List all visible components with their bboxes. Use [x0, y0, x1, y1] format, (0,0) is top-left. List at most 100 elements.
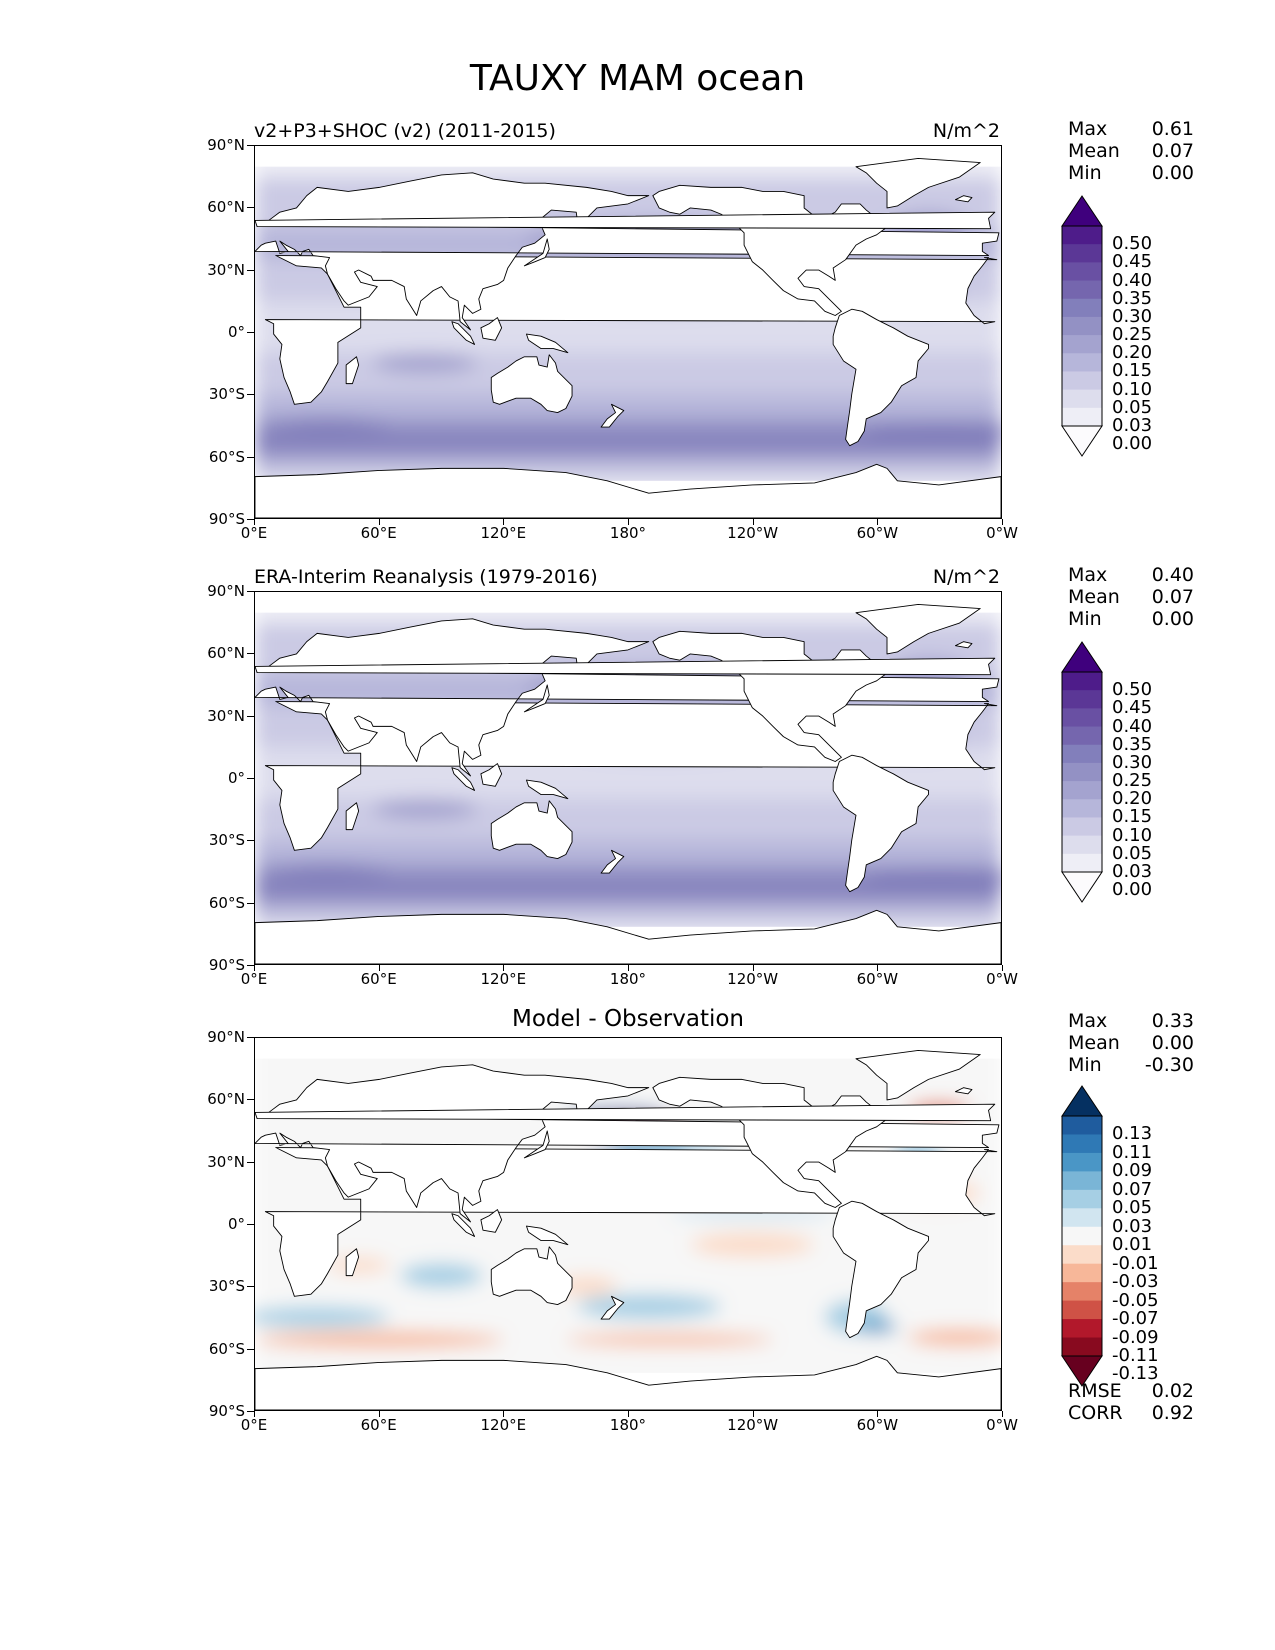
- colorbar-tick-label: 0.05: [1112, 1197, 1153, 1219]
- x-tick-label: 60°W: [856, 1416, 899, 1434]
- x-tick-mark: [1002, 1411, 1003, 1417]
- y-tick-mark: [247, 394, 254, 396]
- colorbar-tick-label: 0.45: [1112, 697, 1153, 719]
- stat-row: Max 0.33: [1068, 1010, 1194, 1032]
- y-tick-label: 90°N: [207, 582, 245, 600]
- y-tick-label: 30°S: [208, 385, 245, 404]
- x-tick-label: 60°W: [856, 524, 899, 542]
- y-tick-label: 30°N: [207, 706, 245, 725]
- stat-label: Max: [1068, 564, 1108, 586]
- map-svg: [255, 1038, 1001, 1410]
- colorbar-tick-label: -0.13: [1112, 1363, 1159, 1385]
- x-tick-label: 0°W: [986, 970, 1018, 988]
- x-tick-label: 120°W: [727, 524, 779, 542]
- y-tick-mark: [247, 1286, 254, 1288]
- stat-label: Min: [1068, 162, 1102, 184]
- stat-row: Mean 0.07: [1068, 140, 1194, 162]
- colorbar-tick-label: -0.03: [1112, 1271, 1159, 1293]
- colorbar-tick-label: 0.07: [1112, 1178, 1153, 1200]
- stat-value: 0.61: [1151, 118, 1194, 140]
- x-tick-mark: [254, 1411, 255, 1417]
- panel-title: ERA-Interim Reanalysis (1979-2016): [254, 566, 598, 588]
- stat-label: Max: [1068, 1010, 1108, 1032]
- colorbar-tick-label: 0.35: [1112, 733, 1153, 755]
- y-tick-mark: [247, 715, 254, 717]
- stat-label: Max: [1068, 118, 1108, 140]
- colorbar-tick-label: 0.05: [1112, 396, 1153, 418]
- y-tick-label: 60°N: [207, 198, 245, 217]
- colorbar-tick-label: 0.03: [1112, 415, 1153, 436]
- x-tick-label: 60°W: [856, 970, 899, 988]
- y-tick-mark: [247, 1411, 254, 1412]
- colorbar-tick-label: -0.11: [1112, 1345, 1159, 1366]
- panel-title: v2+P3+SHOC (v2) (2011-2015): [254, 120, 556, 142]
- x-tick-label: 60°E: [360, 524, 397, 542]
- y-tick-mark: [247, 778, 254, 779]
- stat-row: Mean 0.07: [1068, 586, 1194, 608]
- y-tick-label: 90°N: [207, 136, 245, 154]
- x-tick-label: 180°: [609, 1416, 647, 1434]
- y-tick-label: 0°: [227, 323, 245, 341]
- x-tick-mark: [503, 519, 505, 525]
- colorbar-tick-label: 0.30: [1112, 751, 1153, 773]
- colorbar-tick-label: 0.01: [1112, 1234, 1153, 1256]
- panel-title: Model - Observation: [511, 1006, 745, 1032]
- metric-row: RMSE 0.02: [1068, 1380, 1194, 1402]
- x-tick-mark: [378, 965, 380, 971]
- x-tick-label: 120°E: [480, 524, 527, 542]
- stat-value: 0.33: [1151, 1010, 1194, 1032]
- x-tick-label: 120°W: [727, 970, 779, 988]
- x-tick-mark: [752, 1411, 754, 1417]
- coastlines: [255, 603, 1001, 964]
- x-tick-label: 60°E: [360, 1416, 397, 1434]
- figure-title: TAUXY MAM ocean: [469, 58, 806, 99]
- x-tick-mark: [752, 965, 754, 971]
- colorbar-tick-label: 0.25: [1112, 770, 1153, 792]
- stat-row: Mean 0.00: [1068, 1032, 1194, 1054]
- map-area: [254, 145, 1002, 519]
- colorbar-tick-label: 0.40: [1112, 715, 1153, 737]
- stat-label: Mean: [1068, 1032, 1120, 1054]
- x-tick-label: 0°E: [240, 970, 268, 988]
- colorbar-tick-label: -0.05: [1112, 1289, 1159, 1311]
- y-tick-mark: [247, 207, 254, 209]
- stat-value: 0.40: [1151, 564, 1194, 586]
- x-tick-label: 0°W: [986, 524, 1018, 542]
- x-tick-label: 0°E: [240, 524, 268, 542]
- stat-label: Mean: [1068, 586, 1120, 608]
- y-tick-label: 90°S: [208, 1402, 245, 1420]
- stat-row: Min 0.00: [1068, 608, 1194, 630]
- colorbar-svg: [1061, 641, 1103, 903]
- y-tick-label: 60°N: [207, 1090, 245, 1109]
- x-tick-mark: [1002, 519, 1003, 525]
- stat-label: Mean: [1068, 140, 1120, 162]
- x-tick-mark: [254, 519, 255, 525]
- y-tick-label: 90°S: [208, 510, 245, 528]
- x-tick-mark: [503, 965, 505, 971]
- y-tick-label: 30°S: [208, 1277, 245, 1296]
- colorbar-tick-label: 0.20: [1112, 342, 1153, 364]
- y-tick-label: 90°N: [207, 1028, 245, 1046]
- x-tick-label: 120°E: [480, 1416, 527, 1434]
- x-tick-label: 60°E: [360, 970, 397, 988]
- y-tick-label: 30°S: [208, 831, 245, 850]
- colorbar-tick-label: 0.40: [1112, 269, 1153, 291]
- y-tick-mark: [247, 269, 254, 271]
- stat-value: -0.30: [1144, 1054, 1194, 1076]
- metric-label: RMSE: [1068, 1380, 1122, 1402]
- x-tick-mark: [628, 519, 629, 525]
- stat-value: 0.00: [1151, 162, 1194, 184]
- colorbar-tick-label: 0.50: [1112, 679, 1153, 701]
- y-tick-mark: [247, 840, 254, 842]
- colorbar-tick-label: 0.09: [1112, 1160, 1153, 1182]
- y-tick-mark: [247, 902, 254, 904]
- colorbar-tick-label: 0.13: [1112, 1123, 1153, 1145]
- stat-label: Min: [1068, 608, 1102, 630]
- x-tick-mark: [254, 965, 255, 971]
- stat-value: 0.07: [1151, 140, 1194, 162]
- colorbar-svg: [1061, 1085, 1103, 1387]
- x-tick-mark: [503, 1411, 505, 1417]
- stat-value: 0.00: [1151, 608, 1194, 630]
- colorbar-tick-label: 0.00: [1112, 879, 1153, 901]
- panel-units: N/m^2: [932, 120, 1000, 142]
